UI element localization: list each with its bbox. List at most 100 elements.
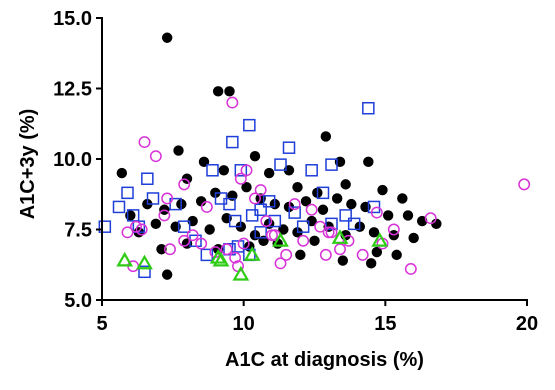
data-point-filled-circle [377, 184, 388, 196]
data-point-open-square [121, 186, 134, 200]
data-point-open-circle [161, 192, 174, 205]
series-open-square [98, 101, 381, 279]
data-point-filled-circle [212, 86, 224, 97]
data-point-filled-circle [331, 193, 343, 204]
data-point-open-triangle [371, 232, 389, 247]
data-point-filled-circle [408, 232, 419, 244]
x-tick-label: 20 [516, 313, 538, 335]
data-point-open-circle [356, 248, 369, 261]
data-point-open-circle [178, 234, 191, 247]
data-point-open-square [262, 195, 276, 208]
x-axis-label: A1C at diagnosis (%) [225, 349, 424, 371]
data-point-open-circle [138, 136, 151, 149]
data-point-filled-circle [382, 210, 394, 221]
data-point-open-circle [370, 206, 383, 219]
data-point-filled-circle [402, 210, 414, 221]
data-point-open-circle [121, 226, 134, 239]
data-point-open-circle [220, 243, 233, 256]
data-point-open-square [325, 217, 338, 231]
data-point-open-square [177, 220, 191, 233]
data-point-open-square [98, 220, 112, 233]
data-point-open-circle [297, 234, 310, 247]
data-point-open-circle [424, 212, 437, 225]
data-point-open-triangle [232, 265, 250, 281]
data-point-open-square [288, 206, 301, 219]
data-point-open-square [296, 220, 310, 233]
data-point-filled-circle [161, 269, 173, 280]
data-point-open-triangle [116, 251, 134, 267]
data-point-open-circle [229, 251, 242, 264]
series-open-circle [121, 96, 531, 275]
y-axis-label: A1C+3y (%) [17, 109, 39, 220]
data-point-open-circle [305, 203, 318, 216]
data-point-filled-circle [431, 218, 442, 230]
data-point-open-square [325, 158, 338, 171]
data-point-open-circle [149, 150, 162, 163]
data-point-open-circle [319, 248, 332, 261]
data-point-open-square [146, 192, 160, 205]
y-tick-label: 5.0 [64, 290, 92, 312]
data-point-open-square [226, 135, 239, 149]
data-point-open-circle [387, 223, 400, 236]
data-point-filled-circle [241, 182, 252, 193]
data-point-filled-circle [156, 244, 167, 255]
axes-layer: 5 10 15 20 5.0 7.5 10.0 12.5 15.0 A1C at diagno… [17, 8, 538, 371]
data-point-open-square [362, 101, 375, 115]
data-point-open-circle [254, 184, 267, 196]
data-point-filled-circle [309, 235, 320, 246]
data-point-open-square [228, 214, 242, 228]
data-point-open-triangle [243, 246, 261, 261]
data-point-open-circle [314, 220, 327, 233]
data-point-filled-circle [391, 249, 402, 261]
data-point-open-circle [240, 164, 253, 177]
data-point-filled-circle [195, 196, 207, 207]
data-point-filled-circle [249, 150, 261, 162]
data-point-open-circle [249, 192, 261, 205]
data-point-open-circle [158, 209, 171, 222]
data-point-open-square [282, 141, 296, 154]
data-point-open-circle [237, 237, 250, 250]
data-point-open-circle [266, 229, 278, 242]
data-point-open-square [305, 164, 318, 177]
data-point-filled-circle [161, 32, 173, 43]
data-point-filled-circle [317, 204, 329, 215]
data-point-open-square [254, 226, 267, 239]
data-point-open-square [316, 186, 330, 200]
data-point-open-triangle [212, 251, 230, 267]
y-tick-label: 15.0 [53, 8, 92, 30]
data-point-open-circle [518, 178, 531, 191]
x-tick-label: 5 [96, 313, 107, 335]
data-point-filled-circle [295, 249, 306, 261]
data-point-open-circle [186, 229, 199, 242]
data-point-open-square [169, 197, 182, 211]
data-point-open-square [200, 248, 214, 262]
data-point-filled-circle [150, 218, 162, 230]
data-point-open-square [141, 172, 154, 185]
series-open-triangle [116, 229, 389, 281]
data-point-open-circle [178, 178, 191, 191]
series-filled-circle [116, 32, 442, 280]
data-point-open-square [231, 240, 245, 253]
data-point-open-square [347, 217, 361, 231]
data-point-open-square [268, 214, 282, 228]
y-axis-ticks: 5.0 7.5 10.0 12.5 15.0 [53, 8, 102, 312]
data-point-open-square [223, 197, 236, 211]
data-point-open-circle [135, 223, 148, 236]
data-point-open-square [138, 265, 151, 279]
data-point-open-square [254, 203, 267, 217]
data-point-filled-circle [371, 246, 383, 258]
data-point-open-square [223, 242, 236, 256]
data-point-open-triangle [331, 229, 349, 244]
data-point-open-circle [195, 237, 208, 250]
data-point-open-square [243, 118, 256, 132]
data-point-open-circle [322, 226, 335, 239]
data-point-filled-circle [173, 145, 184, 156]
y-tick-label: 10.0 [53, 149, 92, 171]
x-tick-label: 10 [233, 313, 255, 335]
data-point-open-square [367, 200, 381, 214]
data-point-open-square [132, 220, 146, 233]
x-axis-ticks: 5 10 15 20 [96, 300, 538, 335]
data-point-filled-circle [263, 167, 275, 179]
data-point-filled-circle [320, 131, 332, 142]
